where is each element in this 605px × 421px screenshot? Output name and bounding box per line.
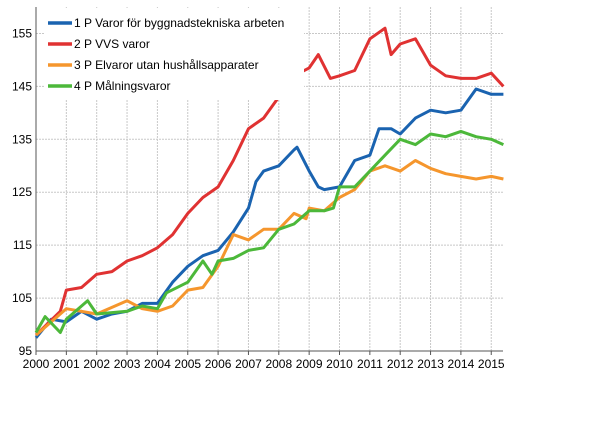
x-tick-label: 2001 [53,357,80,371]
y-tick-label: 135 [12,132,32,146]
x-tick-label: 2009 [296,357,323,371]
y-tick-label: 155 [12,26,32,40]
x-tick-label: 2006 [205,357,232,371]
y-tick-label: 115 [13,238,32,252]
x-tick-label: 2010 [326,357,353,371]
x-tick-label: 2002 [83,357,110,371]
y-tick-label: 105 [12,291,32,305]
x-tick-label: 2003 [114,357,141,371]
x-tick-label: 2015 [478,357,505,371]
x-tick-label: 2014 [448,357,475,371]
x-tick-label: 2007 [235,357,262,371]
axes: 95 105 115 125 135 145 155 2000 2001 2002 2003 2004… [12,7,505,371]
x-tick-label: 2008 [265,357,292,371]
y-tick-label: 145 [12,79,32,93]
y-tick-label: 95 [19,344,33,358]
series-line-3 [35,159,504,337]
x-tick-label: 2005 [174,357,201,371]
x-tick-label: 2000 [23,357,50,371]
legend-label-4: 4 P Målningsvaror [74,79,171,93]
legend-label-2: 2 P VVS varor [74,37,150,51]
x-tick-label: 2012 [387,357,414,371]
legend: 1 P Varor för byggnadstekniska arbeten 2 … [44,8,304,100]
y-tick-label: 125 [12,185,32,199]
legend-label-1: 1 P Varor för byggnadstekniska arbeten [74,16,284,30]
x-tick-label: 2011 [357,357,383,371]
x-tick-label: 2013 [417,357,444,371]
series-line-4 [34,129,505,334]
legend-background [44,8,304,100]
x-tick-label: 2004 [144,357,171,371]
legend-label-3: 3 P Elvaror utan hushållsapparater [74,58,259,72]
series-line-1 [34,87,504,339]
